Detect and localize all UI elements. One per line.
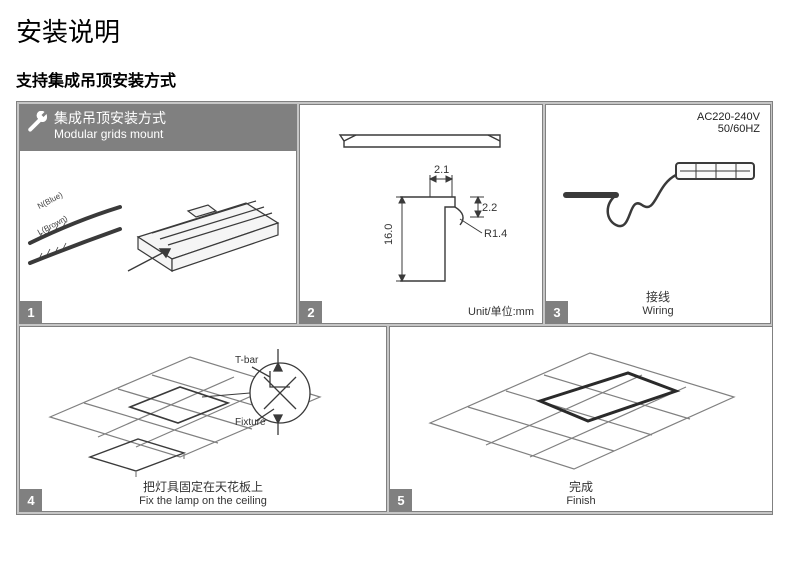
panel-3-caption-cn: 接线 xyxy=(546,288,770,305)
panel-1-number: 1 xyxy=(20,301,42,323)
panel-4-number: 4 xyxy=(20,489,42,511)
panel-3: AC220-240V 50/60HZ 接线 Wiring xyxy=(545,104,771,324)
diagram-row-1: 集成吊顶安装方式 Modular grids mount xyxy=(19,104,770,324)
wrench-icon xyxy=(26,111,50,140)
tbar-label: T-bar xyxy=(235,355,258,366)
dim-h: 16.0 xyxy=(383,224,395,245)
spec-voltage: AC220-240V xyxy=(697,111,760,123)
dim-w: 2.1 xyxy=(434,164,449,176)
unit-label: Unit/单位:mm xyxy=(468,303,534,319)
panel-2: 2.1 2.2 16.0 R1.4 Unit/单位:mm 2 xyxy=(299,104,543,324)
dim-gap: 2.2 xyxy=(482,202,497,214)
power-spec: AC220-240V 50/60HZ xyxy=(697,111,760,135)
page-subtitle: 支持集成吊顶安装方式 xyxy=(16,67,773,91)
fixture-label: Fixture xyxy=(235,417,266,428)
panel-4-caption-cn: 把灯具固定在天花板上 xyxy=(20,478,386,495)
panel-3-number: 3 xyxy=(546,301,568,323)
panel-5-number: 5 xyxy=(390,489,412,511)
header-en: Modular grids mount xyxy=(54,127,288,141)
panel-5-caption-cn: 完成 xyxy=(390,478,772,495)
page-title: 安装说明 xyxy=(16,12,773,49)
panel-1: 集成吊顶安装方式 Modular grids mount xyxy=(19,104,297,324)
panel-1-art: N(Blue) L(Brown) xyxy=(20,151,296,323)
panel-2-art: 2.1 2.2 16.0 R1.4 xyxy=(300,105,543,324)
panel-2-number: 2 xyxy=(300,301,322,323)
dim-r: R1.4 xyxy=(484,228,507,240)
panel-5-caption-en: Finish xyxy=(390,495,772,507)
diagram-row-2: T-bar Fixture 把灯具固定在天花板上 Fix the lamp on… xyxy=(19,326,770,512)
panel-4-caption-en: Fix the lamp on the ceiling xyxy=(20,495,386,507)
panel-5: 完成 Finish 5 xyxy=(389,326,773,512)
panel-3-caption-en: Wiring xyxy=(546,305,770,317)
panel-1-header: 集成吊顶安装方式 Modular grids mount xyxy=(20,105,296,151)
panel-4: T-bar Fixture 把灯具固定在天花板上 Fix the lamp on… xyxy=(19,326,387,512)
header-cn: 集成吊顶安装方式 xyxy=(54,109,288,127)
spec-freq: 50/60HZ xyxy=(697,123,760,135)
diagram-frame: 集成吊顶安装方式 Modular grids mount xyxy=(16,101,773,515)
